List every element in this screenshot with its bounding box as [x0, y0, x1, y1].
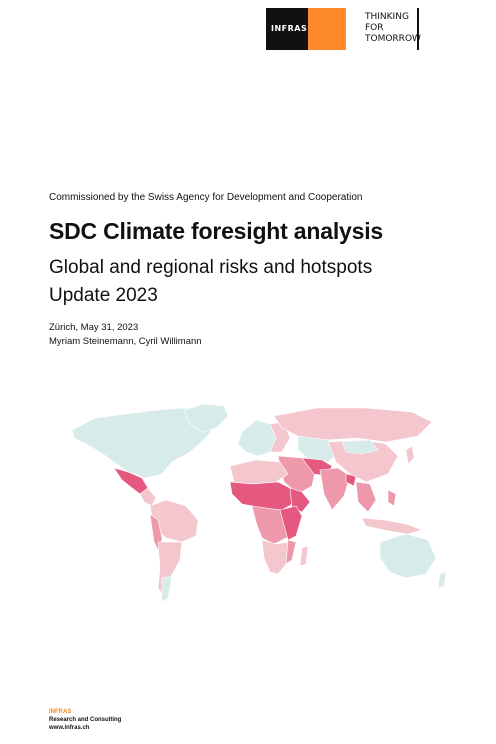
infras-logo: INFRAS: [266, 8, 346, 50]
map-region-patagonia: [161, 575, 173, 603]
logo-orange-block: [308, 8, 346, 50]
map-region-russia: [273, 407, 433, 443]
map-region-madagascar: [299, 545, 309, 567]
map-region-japan: [405, 445, 415, 465]
place-date: Zürich, May 31, 2023: [49, 322, 139, 333]
map-region-sahel: [229, 481, 297, 511]
map-region-greenland: [183, 403, 229, 433]
tagline-divider: [417, 8, 419, 50]
footer: INFRAS Research and Consulting www.infra…: [49, 708, 121, 732]
tagline-line: TOMORROW: [365, 34, 421, 44]
authors: Myriam Steinemann, Cyril Willimann: [49, 336, 202, 347]
footer-brand: INFRAS: [49, 709, 72, 715]
tagline-line: THINKING: [365, 12, 409, 22]
map-region-north-america: [71, 407, 217, 479]
map-region-australia: [379, 533, 437, 579]
document-meta: Zürich, May 31, 2023 Myriam Steinemann, …: [49, 321, 202, 349]
map-region-mozambique: [285, 539, 297, 565]
subtitle-line: Global and regional risks and hotspots: [49, 257, 373, 278]
footer-website: www.infras.ch: [49, 725, 90, 731]
document-title: SDC Climate foresight analysis: [49, 218, 383, 244]
tagline: THINKING FOR TOMORROW: [365, 12, 421, 45]
map-region-new-zealand: [437, 571, 447, 589]
tagline-line: FOR: [365, 23, 384, 33]
commissioned-by: Commissioned by the Swiss Agency for Dev…: [49, 192, 363, 203]
logo-black-block: INFRAS: [266, 8, 308, 50]
map-region-east-africa: [279, 505, 303, 541]
map-region-southern-africa: [261, 539, 291, 575]
footer-tagline: Research and Consulting: [49, 717, 122, 723]
document-subtitle: Global and regional risks and hotspots U…: [49, 254, 372, 310]
map-region-mongolia: [341, 439, 379, 455]
map-region-indonesia: [361, 517, 423, 535]
map-region-north-africa: [229, 459, 289, 485]
map-region-central-america: [139, 487, 157, 507]
map-region-india: [319, 467, 351, 511]
map-region-southeast-asia: [355, 481, 377, 513]
logo-wordmark: INFRAS: [271, 24, 308, 33]
subtitle-line: Update 2023: [49, 285, 158, 306]
map-region-philippines: [387, 489, 397, 507]
world-risk-map: [71, 403, 447, 603]
